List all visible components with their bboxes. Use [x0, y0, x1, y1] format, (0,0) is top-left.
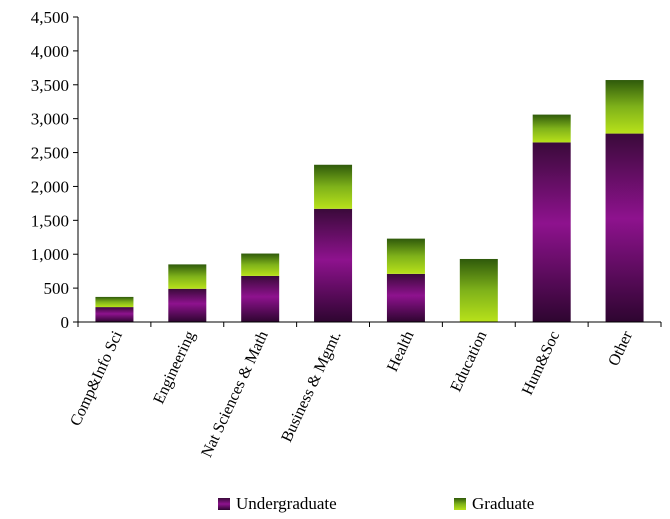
x-tick-label: Hum&Soc: [519, 329, 563, 398]
y-tick-label: 1,500: [31, 211, 69, 230]
x-tick-label: Health: [384, 329, 417, 375]
x-tick-label: Other: [605, 328, 636, 369]
y-tick-label: 500: [44, 279, 70, 298]
x-tick-label: Engineering: [150, 329, 198, 407]
bar-graduate-2: [241, 253, 280, 276]
legend-label-undergraduate: Undergraduate: [236, 494, 337, 513]
legend-label-graduate: Graduate: [472, 494, 535, 513]
bars-layer: [95, 80, 644, 322]
bar-undergraduate-7: [605, 133, 644, 322]
bar-graduate-3: [314, 164, 353, 209]
bar-graduate-4: [386, 238, 425, 274]
bar-graduate-1: [168, 264, 207, 289]
bar-undergraduate-3: [314, 208, 353, 322]
legend-swatch-undergraduate: [218, 498, 230, 510]
x-tick-label: Business & Mgmt.: [278, 329, 344, 445]
bar-undergraduate-0: [95, 307, 134, 322]
x-tick-label: Nat Sciences & Math: [198, 329, 271, 461]
legend: Undergraduate Graduate: [0, 494, 670, 516]
y-tick-label: 0: [61, 313, 70, 332]
y-tick-label: 2,500: [31, 144, 69, 163]
bar-undergraduate-6: [532, 142, 571, 322]
bar-undergraduate-1: [168, 288, 207, 322]
y-tick-label: 4,000: [31, 42, 69, 61]
stacked-bar-chart: 0 500 1,000 1,500 2,000 2,500 3,000 3,500 4,000 4…: [31, 8, 662, 461]
y-tick-label: 1,000: [31, 245, 69, 264]
bar-graduate-7: [605, 80, 644, 134]
bar-graduate-0: [95, 296, 134, 308]
legend-item-graduate: Graduate: [454, 494, 534, 514]
bar-graduate-6: [532, 114, 571, 143]
legend-swatch-graduate: [454, 498, 466, 510]
bar-undergraduate-2: [241, 275, 280, 322]
y-tick-label: 3,000: [31, 110, 69, 129]
y-tick-label: 2,000: [31, 177, 69, 196]
y-tick-label: 3,500: [31, 76, 69, 95]
y-tick-label: 4,500: [31, 8, 69, 27]
legend-item-undergraduate: Undergraduate: [218, 494, 337, 514]
bar-graduate-5: [459, 258, 498, 322]
bar-undergraduate-4: [386, 273, 425, 322]
x-tick-label: Comp&Info Sci: [67, 328, 126, 429]
x-tick-label: Education: [448, 329, 491, 395]
